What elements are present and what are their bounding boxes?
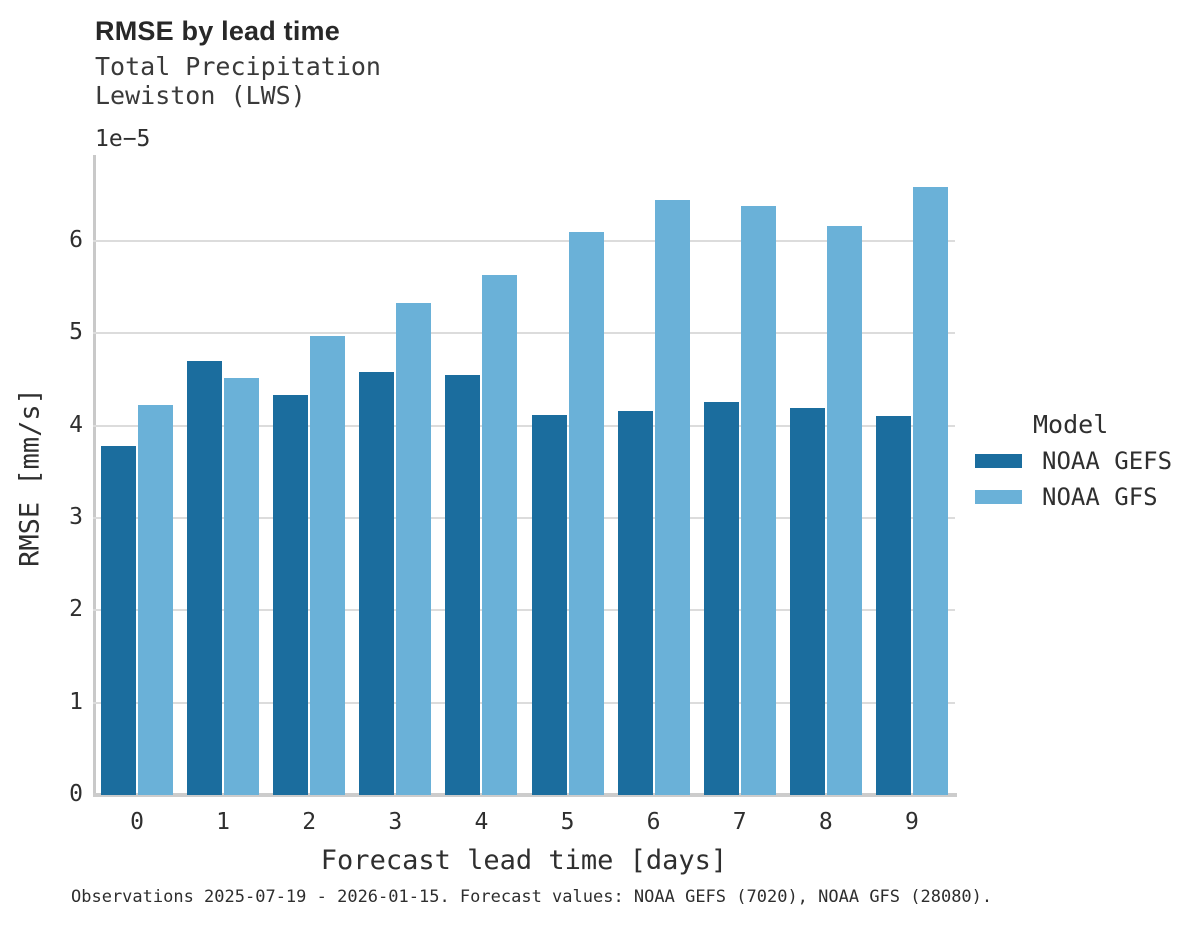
bar-noaa-gfs-lead-7 [740,205,776,795]
chart-title: RMSE by lead time [95,16,340,46]
bar-noaa-gfs-lead-8 [826,226,862,795]
bar-noaa-gfs-lead-6 [654,200,690,795]
footnote-caption: Observations 2025-07-19 - 2026-01-15. Fo… [71,887,993,907]
legend-title: Model [1033,410,1109,439]
legend-swatch-noaa-gefs [975,454,1022,468]
bar-noaa-gfs-lead-9 [912,187,948,795]
x-tick-label-7: 7 [732,809,747,835]
y-axis-title: RMSE [mm/s] [14,388,46,567]
bar-noaa-gefs-lead-3 [359,372,395,795]
gridline-y-1 [93,701,955,704]
bar-noaa-gefs-lead-5 [531,414,567,795]
bar-noaa-gefs-lead-0 [101,445,136,795]
y-tick-label-1: 1 [69,688,83,715]
bar-noaa-gfs-lead-3 [396,302,432,795]
gridline-y-2 [93,609,955,612]
y-axis-spine [93,155,96,795]
bar-noaa-gefs-lead-6 [617,410,653,795]
y-axis-offset-label: 1e−5 [95,126,151,152]
y-tick-label-0: 0 [69,781,83,807]
bar-noaa-gfs-lead-5 [568,231,604,795]
x-tick-label-2: 2 [302,809,317,835]
bar-noaa-gfs-lead-1 [224,377,260,795]
x-axis-spine [93,793,957,797]
bar-noaa-gefs-lead-4 [445,374,481,795]
y-tick-label-6: 6 [69,226,83,253]
chart-subtitle-station: Lewiston (LWS) [95,81,306,110]
chart-subtitle-variable: Total Precipitation [95,52,381,81]
bar-noaa-gfs-lead-4 [482,275,518,795]
bar-noaa-gefs-lead-1 [187,360,223,795]
x-tick-label-8: 8 [818,809,833,835]
legend-label-noaa-gfs: NOAA GFS [1042,483,1158,511]
legend-entry-noaa-gefs: NOAA GEFS [975,447,1195,475]
x-tick-label-1: 1 [216,809,231,835]
bar-noaa-gefs-lead-9 [875,416,911,795]
y-tick-label-2: 2 [69,596,83,623]
bar-noaa-gfs-lead-0 [138,405,173,795]
y-tick-label-5: 5 [69,319,83,346]
y-tick-label-3: 3 [69,503,83,530]
gridline-y-3 [93,516,955,519]
x-tick-label-0: 0 [130,809,144,835]
gridline-y-4 [93,424,955,427]
x-tick-label-4: 4 [474,809,489,835]
bar-noaa-gfs-lead-2 [310,336,346,795]
x-tick-label-5: 5 [560,809,575,835]
plot-area [93,155,957,797]
x-tick-label-9: 9 [904,809,919,835]
legend: Model NOAA GEFS NOAA GFS [975,410,1195,521]
bar-noaa-gefs-lead-7 [703,401,739,795]
x-tick-label-6: 6 [646,809,661,835]
legend-entry-noaa-gfs: NOAA GFS [975,483,1195,511]
legend-swatch-noaa-gfs [975,490,1022,504]
x-axis-title: Forecast lead time [days] [320,845,728,876]
gridline-y-5 [93,332,955,335]
bar-noaa-gefs-lead-2 [273,395,309,795]
gridline-y-6 [93,239,955,242]
x-tick-label-3: 3 [388,809,403,835]
legend-label-noaa-gefs: NOAA GEFS [1042,447,1173,475]
bar-noaa-gefs-lead-8 [789,408,825,795]
y-tick-label-4: 4 [69,411,83,438]
